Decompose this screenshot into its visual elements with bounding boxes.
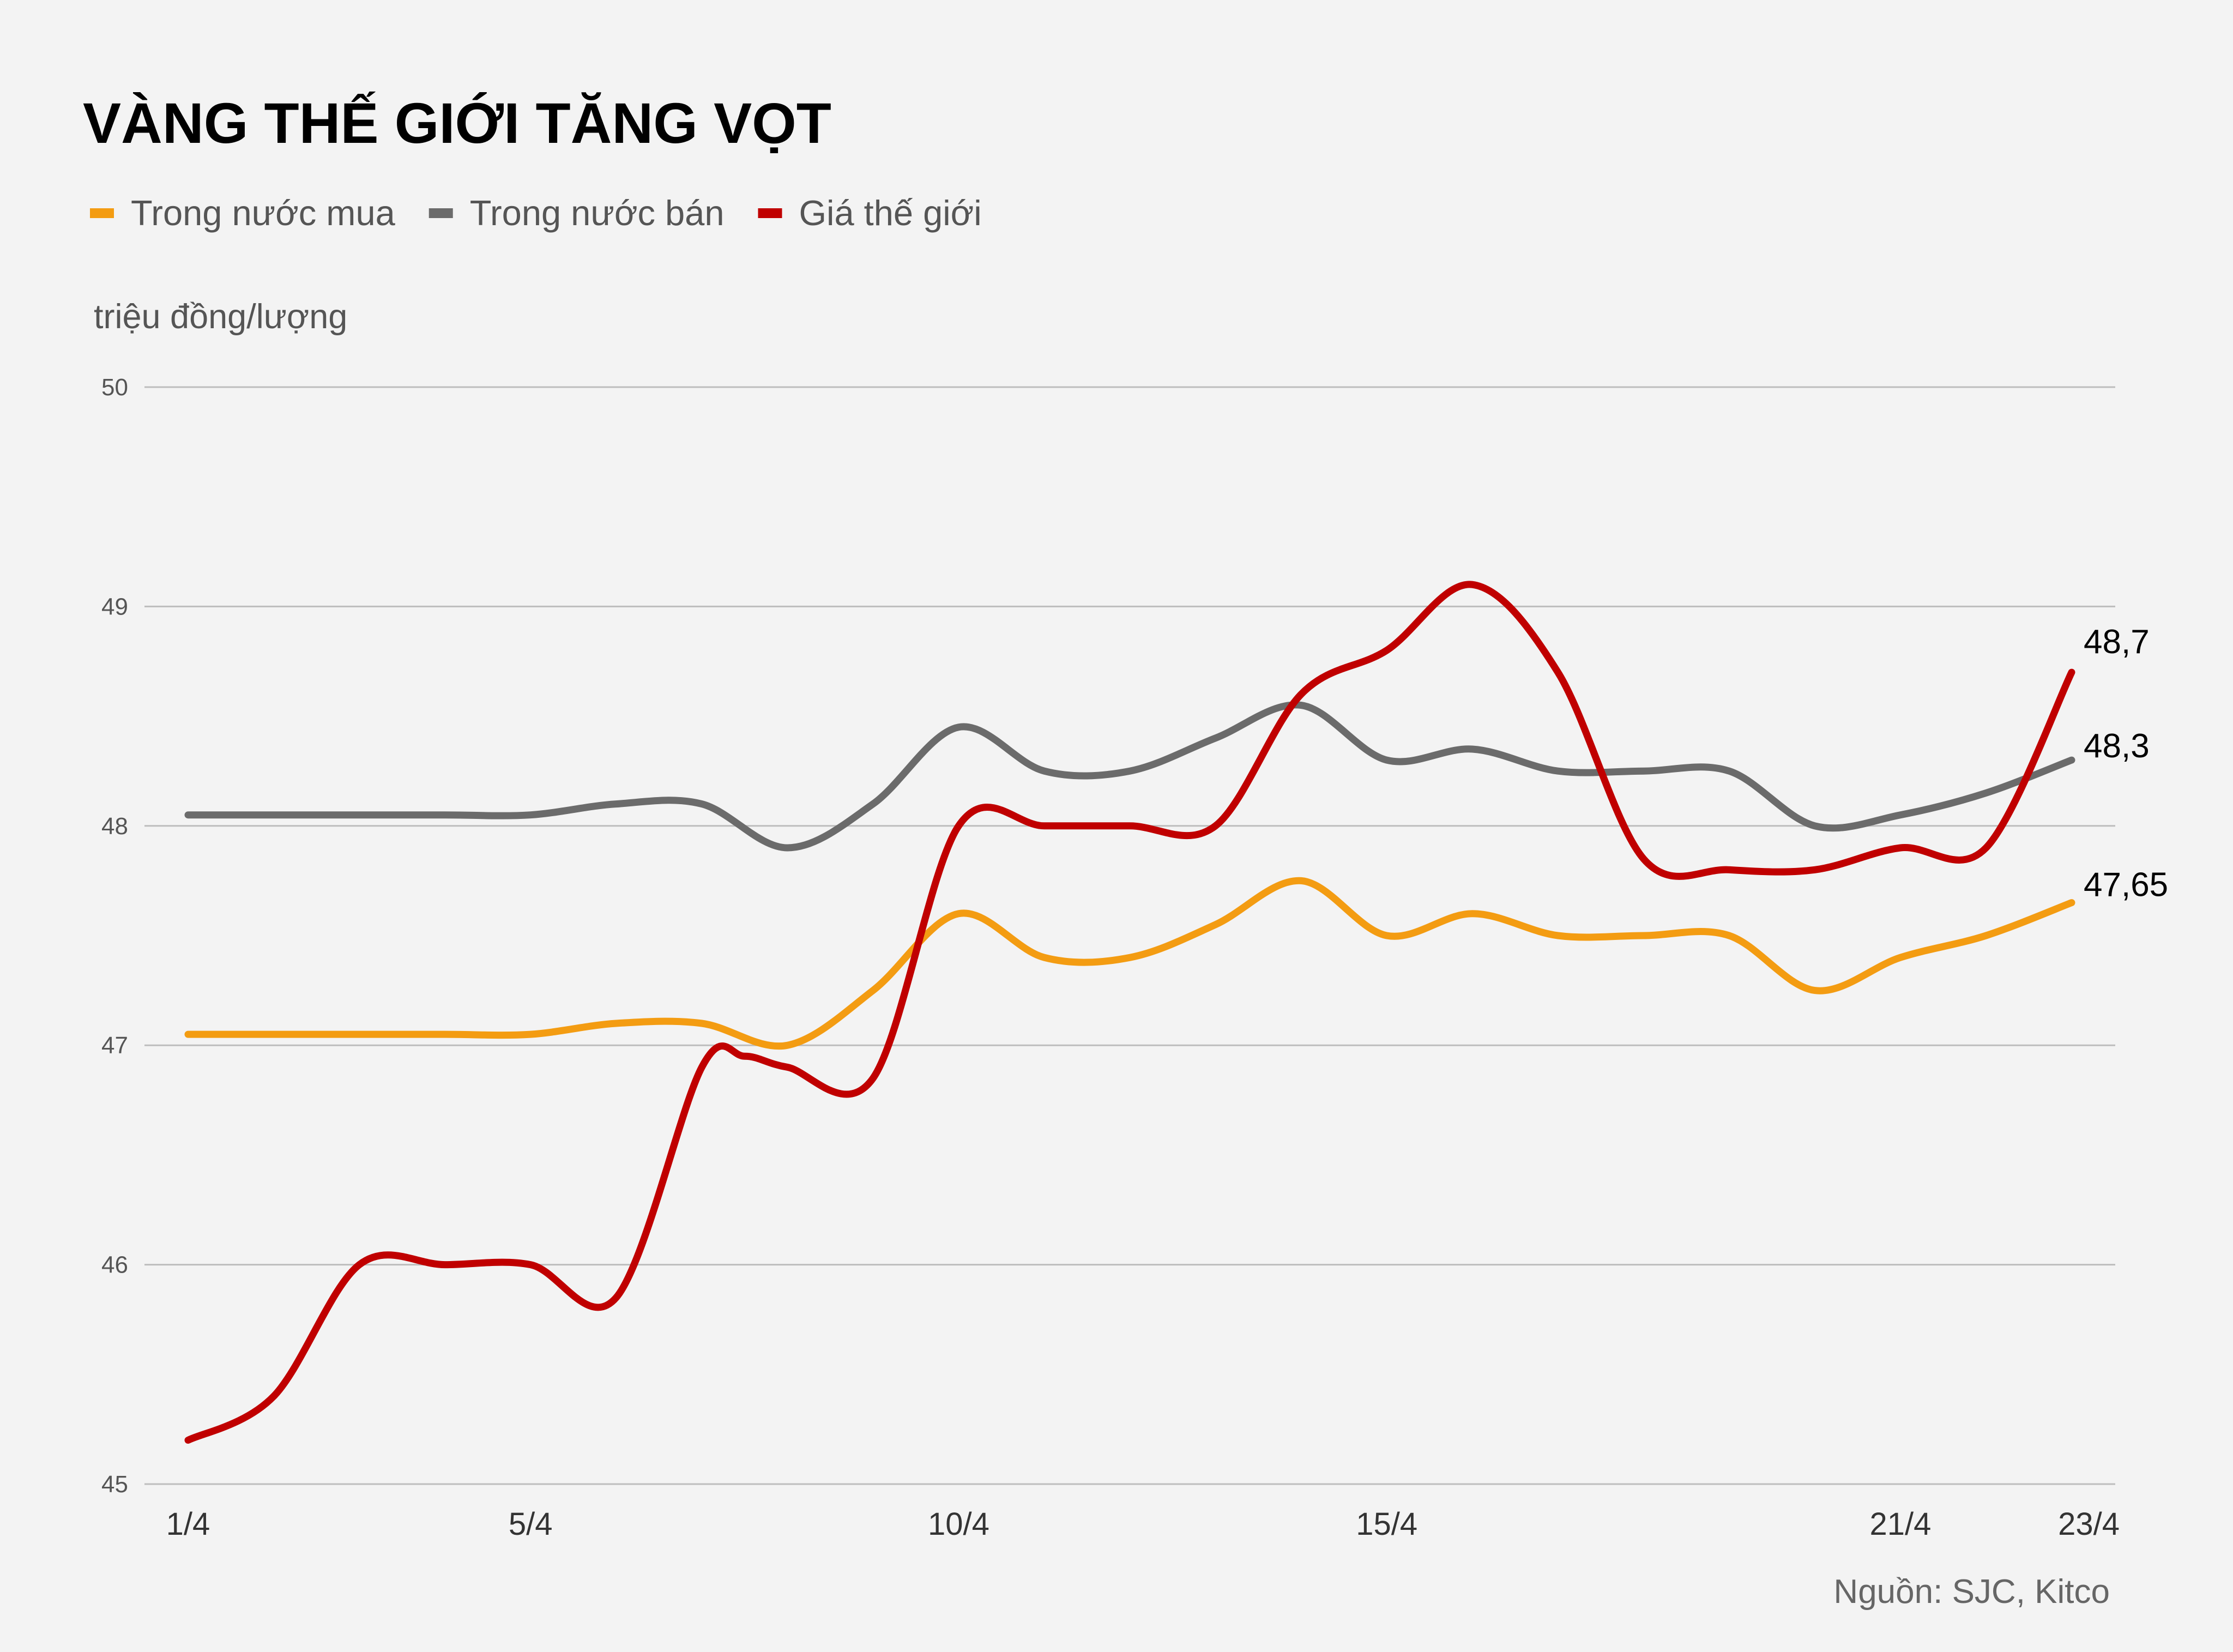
y-tick-label: 49 [101,593,128,620]
series-line-2 [184,701,2075,852]
y-tick-label: 45 [101,1471,128,1498]
x-tick-label: 21/4 [1869,1506,1931,1542]
x-axis-ticks: 1/4 5/4 10/4 15/4 21/4 23/4 [166,1506,2120,1542]
y-tick-label: 47 [101,1032,128,1059]
y-axis-unit-label: triệu đồng/lượng [94,298,347,336]
x-tick-label: 23/4 [2058,1506,2120,1542]
gridlines [144,386,2115,1485]
chart-title: VÀNG THẾ GIỚI TĂNG VỌT [83,91,831,155]
x-tick-label: 5/4 [509,1506,553,1542]
series-line-3 [184,581,2075,1444]
legend-label: Giá thế giới [799,193,981,233]
legend-label: Trong nước bán [470,193,725,233]
y-axis-ticks: 45 46 47 48 49 50 [101,374,128,1498]
series-lines [184,581,2075,1444]
end-label-series-2: 48,3 [2084,727,2150,765]
y-tick-label: 48 [101,813,128,840]
source-note: Nguồn: SJC, Kitco [1833,1573,2110,1611]
end-label-series-1: 47,65 [2084,866,2168,904]
legend-swatch [429,208,453,218]
legend-swatch [758,208,782,218]
y-tick-label: 46 [101,1252,128,1279]
end-label-series-3: 48,7 [2084,623,2150,661]
series-line-1 [184,877,2075,1050]
x-tick-label: 1/4 [166,1506,210,1542]
legend: Trong nước mua Trong nước bán Giá thế giới [90,193,982,233]
x-tick-label: 10/4 [928,1506,989,1542]
legend-swatch [90,208,114,218]
x-tick-label: 15/4 [1356,1506,1417,1542]
y-tick-label: 50 [101,374,128,401]
end-value-labels: 48,3 47,65 48,7 [2084,623,2168,904]
legend-label: Trong nước mua [131,193,396,233]
